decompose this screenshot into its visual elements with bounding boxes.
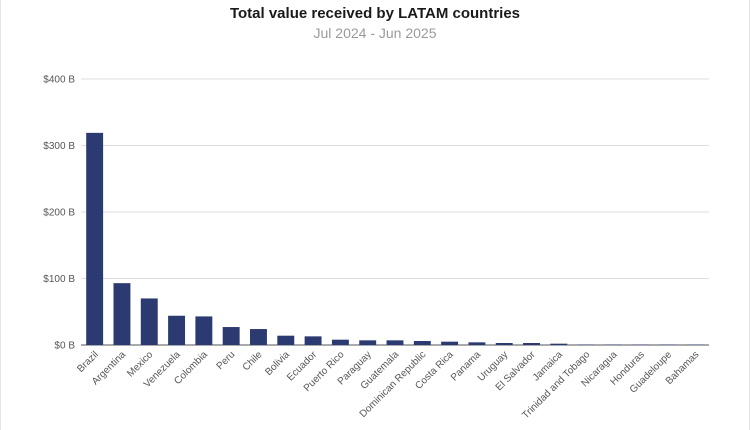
bar: [277, 335, 295, 345]
y-tick-label: $100 B: [43, 274, 75, 285]
y-tick-label: $400 B: [43, 75, 75, 86]
label-layer: $0 B$100 B$200 B$300 B$400 BBrazilArgent…: [43, 75, 701, 422]
x-tick-label: Brazil: [75, 349, 100, 374]
bar: [659, 344, 677, 345]
bar: [495, 343, 513, 345]
bar: [686, 344, 704, 345]
bar: [523, 343, 540, 345]
bar: [86, 132, 104, 345]
bar: [604, 344, 622, 345]
chart-subtitle: Jul 2024 - Jun 2025: [313, 25, 437, 41]
grid-layer: [81, 78, 709, 346]
bar: [222, 327, 240, 345]
y-tick-label: $300 B: [43, 141, 75, 152]
bar: [413, 341, 431, 345]
bar: [359, 340, 377, 345]
bar: [140, 298, 158, 345]
bar: [168, 315, 186, 345]
bar: [577, 344, 595, 345]
x-tick-label: Peru: [215, 349, 238, 372]
chart-title: Total value received by LATAM countries: [229, 5, 521, 22]
x-tick-label: Chile: [241, 349, 265, 373]
bar: [195, 316, 213, 345]
bar: [550, 343, 568, 345]
bar: [386, 340, 404, 345]
bar: [468, 342, 486, 345]
bar: [331, 339, 349, 345]
y-tick-label: $200 B: [43, 208, 75, 219]
bar-layer: [86, 132, 704, 345]
bar: [304, 336, 322, 345]
bar: [113, 283, 131, 345]
bar: [632, 344, 650, 345]
bar: [250, 329, 267, 345]
bar: [441, 341, 459, 345]
y-tick-label: $0 B: [54, 341, 75, 352]
